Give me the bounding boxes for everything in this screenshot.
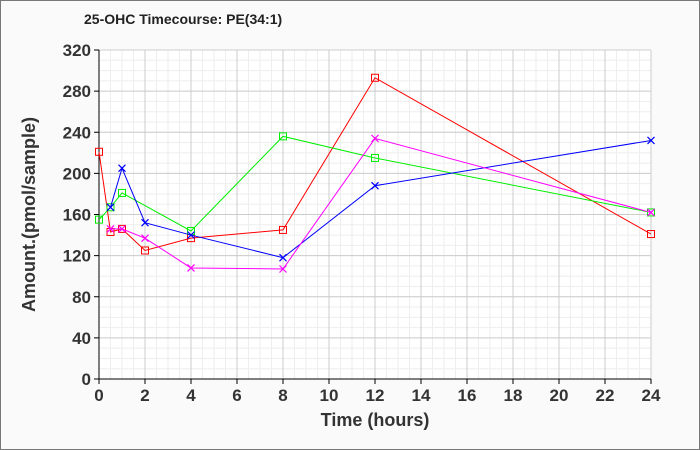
x-tick-label: 2 (140, 386, 149, 405)
x-tick-label: 6 (232, 386, 241, 405)
x-tick-label: 4 (186, 386, 196, 405)
y-tick-label: 0 (82, 370, 91, 389)
data-point-red (647, 230, 655, 239)
data-point-blue (647, 136, 655, 145)
data-point-red (95, 147, 103, 156)
chart-title: 25-OHC Timecourse: PE(34:1) (84, 11, 283, 27)
series-blue (106, 136, 655, 262)
data-point-blue (371, 181, 379, 190)
y-tick-label: 280 (63, 82, 91, 101)
y-axis-label: Amount.(pmol/sample) (19, 117, 39, 312)
y-tick-label: 320 (63, 41, 91, 60)
y-tick-label: 40 (72, 329, 91, 348)
data-point-blue (279, 253, 287, 262)
y-tick-label: 200 (63, 164, 91, 183)
x-tick-label: 20 (550, 386, 569, 405)
x-tick-label: 14 (412, 386, 431, 405)
data-point-blue (118, 164, 126, 173)
data-point-magenta (279, 265, 287, 273)
data-point-magenta (118, 224, 126, 233)
y-tick-label: 120 (63, 247, 91, 266)
x-tick-label: 10 (320, 386, 339, 405)
x-tick-label: 24 (642, 386, 661, 405)
data-point-blue (106, 203, 115, 212)
y-tick-label: 80 (72, 288, 91, 307)
data-point-magenta (647, 208, 655, 217)
data-point-green (279, 132, 287, 141)
data-point-green (118, 188, 126, 197)
data-point-green (106, 203, 115, 212)
x-tick-label: 22 (596, 386, 615, 405)
data-point-blue (141, 218, 149, 227)
y-tick-label: 240 (63, 123, 91, 142)
y-tick-label: 160 (63, 206, 91, 225)
series-magenta (106, 134, 655, 273)
x-tick-label: 18 (504, 386, 523, 405)
data-point-blue (187, 231, 195, 239)
x-tick-label: 0 (94, 386, 103, 405)
x-tick-label: 16 (458, 386, 477, 405)
data-point-green (95, 215, 103, 224)
data-point-magenta (106, 224, 115, 233)
data-point-magenta (187, 264, 195, 272)
data-point-red (279, 225, 287, 234)
data-point-magenta (371, 134, 379, 143)
x-tick-label: 12 (366, 386, 385, 405)
data-point-red (371, 73, 379, 82)
data-point-magenta (141, 234, 149, 243)
data-point-green (647, 208, 655, 217)
x-axis-label: Time (hours) (321, 410, 430, 430)
data-point-green (371, 153, 379, 162)
x-tick-label: 8 (278, 386, 287, 405)
data-point-red (141, 246, 149, 255)
